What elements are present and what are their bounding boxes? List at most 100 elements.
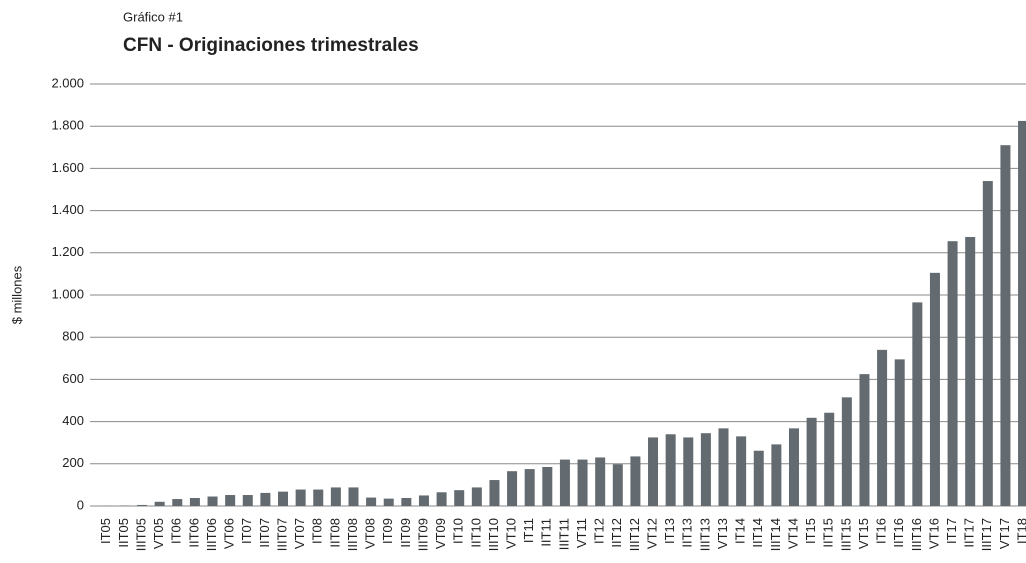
x-tick-label: IIIT16 (909, 518, 924, 551)
x-tick-label: VT12 (644, 518, 659, 549)
x-tick-label: IIT13 (680, 518, 695, 548)
bar (559, 459, 570, 506)
x-tick-label: IIIT11 (556, 518, 571, 550)
bar (1000, 145, 1011, 506)
bar (401, 497, 412, 506)
bar (507, 471, 518, 506)
x-tick-label: IT18 (1014, 518, 1026, 544)
bar (965, 236, 976, 506)
x-tick-label: IT12 (592, 518, 607, 544)
x-tick-label: VT14 (785, 518, 800, 549)
x-tick-label: IIT07 (257, 518, 272, 548)
bar (912, 302, 923, 506)
x-tick-label: IIIT13 (697, 518, 712, 551)
x-tick-label: IIT10 (468, 518, 483, 548)
bar (665, 434, 676, 506)
x-tick-label: IT06 (169, 518, 184, 544)
bar (788, 428, 799, 506)
bar (841, 397, 852, 506)
x-tick-label: IIIT10 (486, 518, 501, 551)
bar (595, 457, 606, 506)
x-tick-label: VT11 (574, 518, 589, 548)
x-tick-label: IIIT06 (204, 518, 219, 551)
bar (771, 444, 782, 506)
x-tick-label: IT13 (662, 518, 677, 544)
x-tick-label: IT08 (310, 518, 325, 544)
bar (947, 241, 958, 506)
x-tick-label: IIT16 (891, 518, 906, 548)
y-tick-label: 1.600 (51, 160, 84, 175)
bar (330, 487, 341, 506)
y-tick-label: 1.800 (51, 118, 84, 133)
x-tick-label: VT13 (715, 518, 730, 549)
y-tick-label: 200 (62, 455, 84, 470)
bar (542, 466, 553, 506)
x-tick-label: IIIT17 (979, 518, 994, 551)
x-tick-label: VT09 (433, 518, 448, 549)
x-tick-label: VT10 (504, 518, 519, 549)
x-tick-label: IIT12 (609, 518, 624, 548)
bar (577, 459, 588, 506)
bar (1018, 120, 1026, 507)
bar (753, 450, 764, 506)
bar (260, 492, 271, 506)
bar (436, 492, 447, 506)
x-tick-label: VT06 (222, 518, 237, 549)
x-tick-label: IT05 (98, 518, 113, 544)
bar (154, 501, 165, 506)
bar (824, 412, 835, 506)
y-tick-label: 1.000 (51, 286, 84, 301)
bar (894, 359, 905, 506)
chart-title: CFN - Originaciones trimestrales (123, 35, 419, 56)
bar (489, 480, 500, 506)
x-tick-label: IIT06 (186, 518, 201, 548)
bar (225, 495, 236, 506)
x-tick-label: IIIT15 (838, 518, 853, 551)
bar (718, 428, 729, 506)
bar (471, 487, 482, 506)
bar (295, 489, 306, 506)
bar (366, 497, 377, 506)
bar (700, 433, 711, 506)
bar (207, 496, 218, 506)
x-tick-label: IIT17 (962, 518, 977, 548)
x-tick-label: IT11 (521, 518, 536, 543)
bar (929, 272, 940, 506)
x-tick-label: VT15 (856, 518, 871, 549)
chart-subtitle: Gráfico #1 (123, 9, 183, 24)
x-tick-label: IT14 (733, 518, 748, 544)
y-tick-label: 600 (62, 371, 84, 386)
bar (137, 504, 148, 506)
y-tick-label: 1.400 (51, 202, 84, 217)
x-tick-label: IT17 (944, 518, 959, 544)
bar (172, 499, 183, 506)
x-tick-label: VT08 (363, 518, 378, 549)
bar (806, 417, 817, 506)
x-tick-label: IIIT14 (768, 518, 783, 551)
bar (648, 437, 659, 506)
x-tick-label: IT15 (803, 518, 818, 544)
x-tick-label: IIT09 (398, 518, 413, 548)
x-tick-label: IIIT05 (133, 518, 148, 551)
bar (348, 487, 359, 506)
bar (982, 181, 993, 506)
bar (630, 456, 641, 506)
x-tick-label: IIIT08 (345, 518, 360, 551)
bar (418, 495, 429, 506)
bar (189, 497, 200, 506)
y-tick-label: 400 (62, 413, 84, 428)
bar (454, 490, 465, 506)
x-tick-label: IIT14 (750, 518, 765, 548)
x-tick-label: VT05 (151, 518, 166, 549)
bar (683, 437, 694, 506)
bar (278, 491, 289, 506)
x-tick-label: IT07 (239, 518, 254, 544)
x-tick-label: VT16 (926, 518, 941, 549)
y-axis-label: $ millones (9, 265, 24, 324)
bar (242, 495, 253, 506)
bar (524, 469, 535, 506)
y-tick-label: 2.000 (51, 75, 84, 90)
bar (859, 374, 870, 506)
